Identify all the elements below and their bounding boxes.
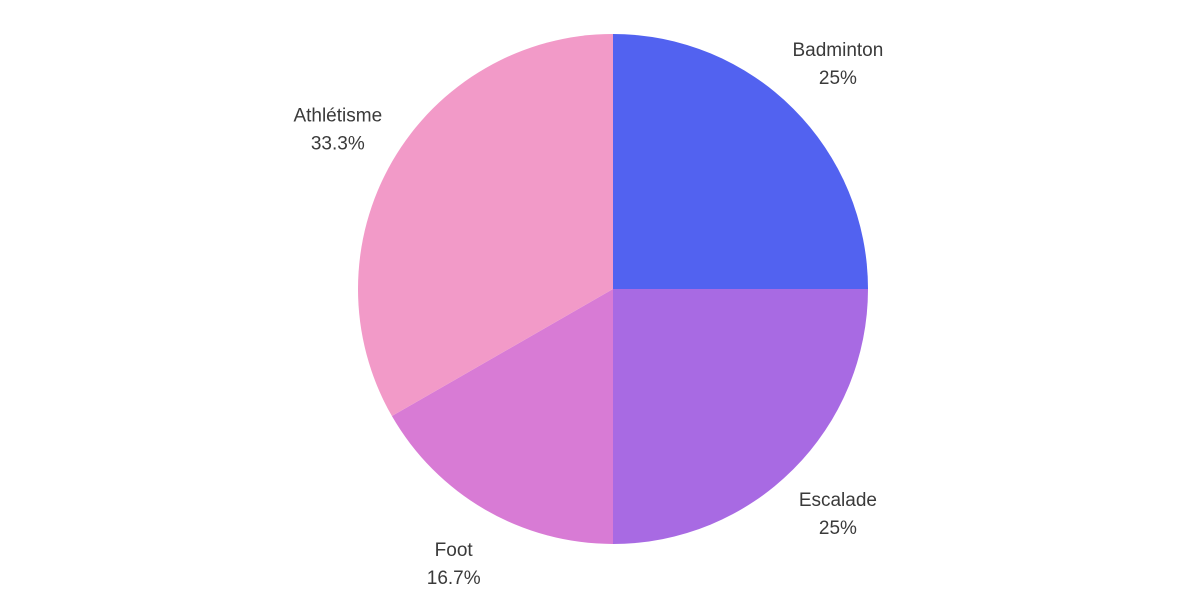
- pie-labels: Badminton 25% Escalade 25% Foot 16.7% Athlétis…: [293, 40, 883, 589]
- slice-label-name: Badminton: [792, 40, 883, 61]
- pie-slices: [358, 34, 868, 544]
- slice-label-name: Athlétisme: [293, 106, 382, 127]
- pie-slice-escalade: [613, 289, 868, 544]
- slice-label-name: Escalade: [799, 490, 877, 511]
- slice-label-name: Foot: [435, 540, 474, 561]
- slice-label-percent: 33.3%: [311, 134, 365, 155]
- pie-slice-badminton: [613, 34, 868, 289]
- pie-slice-foot: [391, 289, 613, 544]
- pie-slice-athlétisme: [358, 34, 613, 417]
- slice-label-percent: 25%: [819, 68, 857, 89]
- slice-label-percent: 16.7%: [427, 568, 481, 589]
- slice-label-percent: 25%: [819, 518, 857, 539]
